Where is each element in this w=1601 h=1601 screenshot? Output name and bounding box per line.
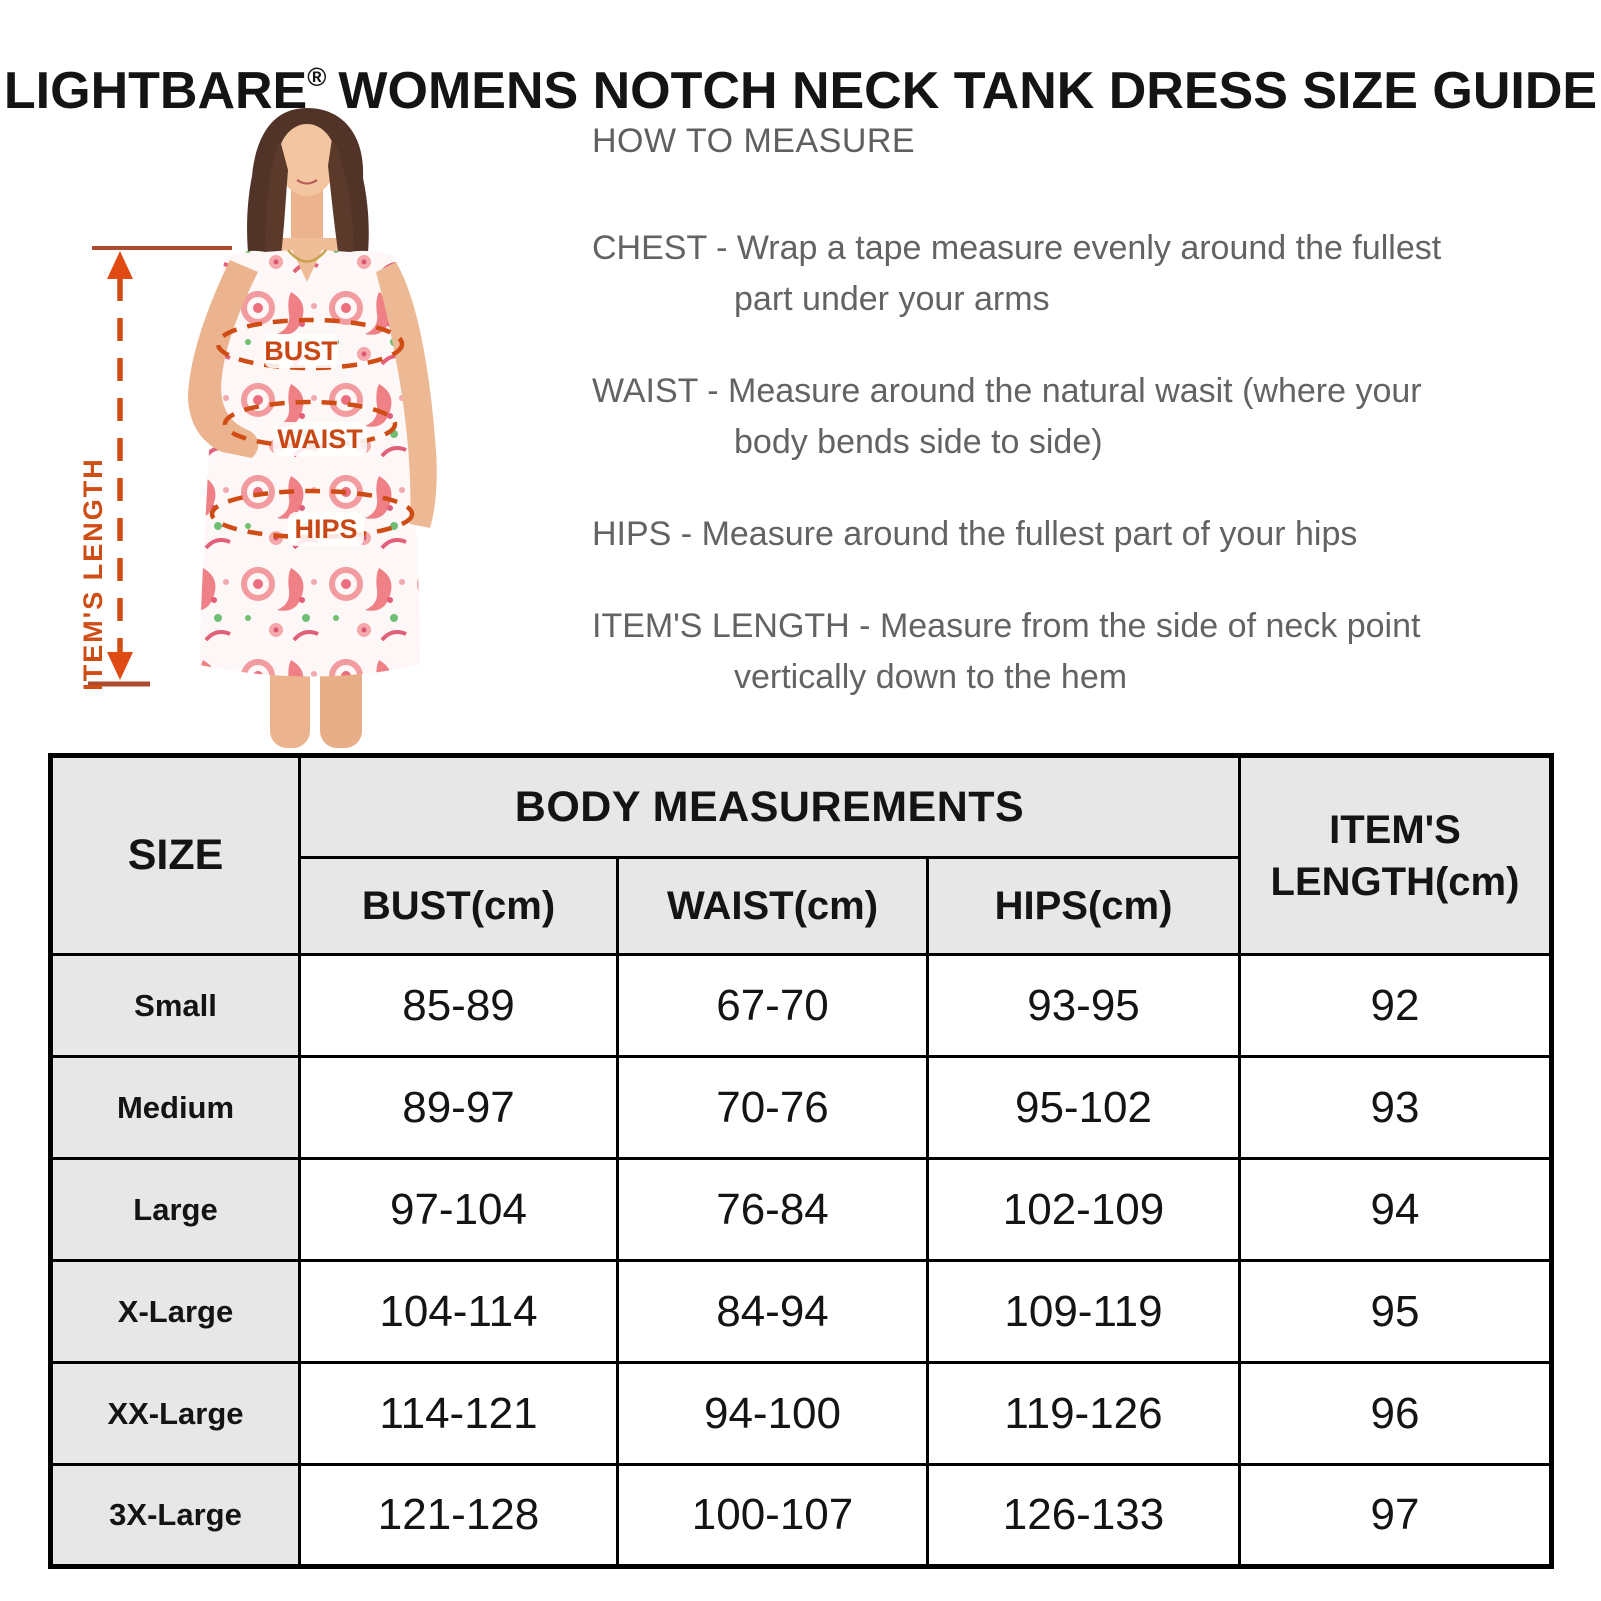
item-length-label: ITEM'S LENGTH (78, 457, 108, 690)
length-cell: 92 (1238, 953, 1553, 1058)
waist-cell: 67-70 (616, 953, 929, 1058)
how-to-measure-heading: HOW TO MEASURE (592, 122, 916, 160)
length-cell: 93 (1238, 1055, 1553, 1160)
table-row: Small 85-89 67-70 93-95 92 (49, 953, 1553, 1058)
table-row: Large 97-104 76-84 102-109 94 (49, 1157, 1553, 1262)
measure-item-length: ITEM'S LENGTH - Measure from the side of… (592, 601, 1592, 703)
hips-cell: 102-109 (926, 1157, 1241, 1262)
item-length-column-header: ITEM'S LENGTH(cm) (1238, 754, 1553, 956)
bust-cell: 121-128 (298, 1463, 619, 1568)
size-diagram: BUST WAIST HIPS ITEM'S LENGTH (60, 100, 540, 750)
measure-instruction-line: WAIST - Measure around the natural wasit… (592, 372, 1422, 410)
waist-column-header: WAIST(cm) (616, 856, 929, 956)
bust-label: BUST (264, 336, 338, 366)
measure-item-waist: WAIST - Measure around the natural wasit… (592, 366, 1592, 468)
dress (200, 250, 420, 677)
size-cell: XX-Large (49, 1361, 301, 1466)
measure-item-hips: HIPS - Measure around the fullest part o… (592, 509, 1592, 560)
size-column-header: SIZE (49, 754, 301, 956)
bust-cell: 114-121 (298, 1361, 619, 1466)
bust-cell: 85-89 (298, 953, 619, 1058)
hips-label: HIPS (294, 514, 357, 544)
body-measurements-header: BODY MEASUREMENTS (298, 754, 1241, 859)
size-cell: Small (49, 953, 301, 1058)
necklace (287, 249, 327, 263)
table-row: X-Large 104-114 84-94 109-119 95 (49, 1259, 1553, 1364)
arm-bent (188, 260, 259, 458)
measure-instruction-line: part under your arms (734, 280, 1050, 318)
measure-instruction-line: HIPS - Measure around the fullest part o… (592, 515, 1358, 553)
bust-cell: 89-97 (298, 1055, 619, 1160)
page-title: LIGHTBARE® WOMENS NOTCH NECK TANK DRESS S… (0, 61, 1601, 121)
neck (291, 188, 323, 238)
measure-instruction-line: vertically down to the hem (734, 658, 1128, 696)
hips-cell: 119-126 (926, 1361, 1241, 1466)
hips-cell: 109-119 (926, 1259, 1241, 1364)
waist-label: WAIST (277, 424, 363, 454)
registered-mark: ® (307, 61, 327, 92)
arm-straight (376, 262, 437, 528)
waist-cell: 76-84 (616, 1157, 929, 1262)
measure-instruction-line: body bends side to side) (734, 423, 1103, 461)
item-length-header-line: ITEM'S (1329, 807, 1461, 852)
size-cell: X-Large (49, 1259, 301, 1364)
item-length-header-line: LENGTH(cm) (1270, 859, 1520, 904)
size-cell: Large (49, 1157, 301, 1262)
bust-column-header: BUST(cm) (298, 856, 619, 956)
bust-label-pill (264, 334, 338, 368)
page-title-rest: WOMENS NOTCH NECK TANK DRESS SIZE GUIDE (338, 61, 1598, 120)
smile (296, 179, 318, 185)
model-figure (188, 108, 437, 748)
table-row: XX-Large 114-121 94-100 119-126 96 (49, 1361, 1553, 1466)
hips-cell: 95-102 (926, 1055, 1241, 1160)
waist-cell: 84-94 (616, 1259, 929, 1364)
waist-cell: 100-107 (616, 1463, 929, 1568)
length-cell: 94 (1238, 1157, 1553, 1262)
up-arrow-icon (107, 251, 133, 279)
measure-instruction-line: CHEST - Wrap a tape measure evenly aroun… (592, 229, 1442, 267)
hips-label-pill (288, 512, 364, 546)
waist-cell: 70-76 (616, 1055, 929, 1160)
measure-instruction-line: ITEM'S LENGTH - Measure from the side of… (592, 607, 1421, 645)
face (278, 124, 336, 196)
hips-cell: 126-133 (926, 1463, 1241, 1568)
down-arrow-icon (107, 652, 133, 680)
measure-item-chest: CHEST - Wrap a tape measure evenly aroun… (592, 223, 1592, 325)
measurement-labels: BUST WAIST HIPS (264, 334, 367, 546)
length-cell: 97 (1238, 1463, 1553, 1568)
size-cell: 3X-Large (49, 1463, 301, 1568)
waist-cell: 94-100 (616, 1361, 929, 1466)
length-cell: 96 (1238, 1361, 1553, 1466)
item-length-indicator: ITEM'S LENGTH (78, 246, 232, 691)
size-cell: Medium (49, 1055, 301, 1160)
model-illustration: BUST WAIST HIPS ITEM'S LENGTH (78, 108, 437, 748)
hips-column-header: HIPS(cm) (926, 856, 1241, 956)
table-row: Medium 89-97 70-76 95-102 93 (49, 1055, 1553, 1160)
brand-name: LIGHTBARE (3, 61, 308, 120)
size-table: SIZE BODY MEASUREMENTS ITEM'S LENGTH(cm)… (48, 753, 1554, 1569)
bust-line (215, 317, 405, 371)
how-to-measure-section: HOW TO MEASURE CHEST - Wrap a tape measu… (592, 122, 1592, 744)
table-row: 3X-Large 121-128 100-107 126-133 97 (49, 1463, 1553, 1568)
bust-cell: 104-114 (298, 1259, 619, 1364)
length-cell: 95 (1238, 1259, 1553, 1364)
bust-cell: 97-104 (298, 1157, 619, 1262)
waist-label-pill (273, 422, 367, 456)
hips-cell: 93-95 (926, 953, 1241, 1058)
